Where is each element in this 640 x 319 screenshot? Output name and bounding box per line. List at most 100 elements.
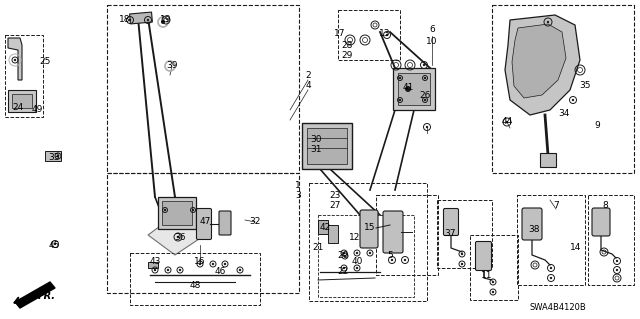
Text: 49: 49 <box>31 105 43 114</box>
Bar <box>517 195 585 285</box>
Circle shape <box>404 259 406 261</box>
Bar <box>107 5 299 173</box>
Circle shape <box>177 236 179 238</box>
Text: 27: 27 <box>330 201 340 210</box>
Text: 29: 29 <box>341 51 353 61</box>
Text: 3: 3 <box>295 190 301 199</box>
Polygon shape <box>148 215 205 255</box>
Circle shape <box>57 155 60 157</box>
Circle shape <box>343 252 345 254</box>
Text: 8: 8 <box>602 201 608 210</box>
Bar <box>307 128 347 164</box>
Circle shape <box>572 99 574 101</box>
Polygon shape <box>8 38 22 80</box>
Bar <box>318 215 414 297</box>
Circle shape <box>356 267 358 269</box>
Circle shape <box>424 99 426 101</box>
FancyBboxPatch shape <box>196 209 211 240</box>
Circle shape <box>461 263 463 265</box>
Circle shape <box>129 19 131 21</box>
Text: 38: 38 <box>528 226 540 234</box>
Bar <box>393 68 435 110</box>
FancyBboxPatch shape <box>592 208 610 236</box>
Text: 10: 10 <box>426 38 438 47</box>
Text: 45: 45 <box>48 241 60 250</box>
Text: 22: 22 <box>337 268 349 277</box>
Text: 9: 9 <box>594 121 600 130</box>
Bar <box>130 253 260 305</box>
Text: 16: 16 <box>195 257 205 266</box>
Text: 39: 39 <box>166 62 178 70</box>
Circle shape <box>179 269 181 271</box>
Bar <box>588 195 634 285</box>
Text: 25: 25 <box>39 57 51 66</box>
Text: 12: 12 <box>349 234 361 242</box>
Text: 19: 19 <box>160 16 172 25</box>
Circle shape <box>199 263 201 265</box>
Text: 1: 1 <box>295 181 301 189</box>
Bar <box>107 173 299 293</box>
Bar <box>309 183 427 301</box>
Circle shape <box>344 255 346 257</box>
FancyBboxPatch shape <box>522 208 542 240</box>
Circle shape <box>343 267 345 269</box>
FancyBboxPatch shape <box>383 211 403 253</box>
Text: 34: 34 <box>558 108 570 117</box>
Text: FR.: FR. <box>38 291 56 301</box>
Text: 41: 41 <box>403 84 413 93</box>
Text: 6: 6 <box>429 26 435 34</box>
Text: 26: 26 <box>419 92 431 100</box>
Circle shape <box>492 291 494 293</box>
Circle shape <box>399 99 401 101</box>
Polygon shape <box>505 15 580 115</box>
Bar <box>130 12 152 24</box>
Bar <box>12 94 32 108</box>
Text: 33: 33 <box>48 153 60 162</box>
Text: 15: 15 <box>364 224 376 233</box>
Circle shape <box>167 269 169 271</box>
Text: 21: 21 <box>312 243 324 253</box>
Circle shape <box>192 209 194 211</box>
FancyBboxPatch shape <box>219 211 231 235</box>
FancyBboxPatch shape <box>476 241 492 271</box>
Circle shape <box>423 64 425 66</box>
Circle shape <box>399 77 401 79</box>
Text: 2: 2 <box>305 70 311 79</box>
Circle shape <box>616 269 618 271</box>
FancyBboxPatch shape <box>444 209 458 235</box>
Circle shape <box>54 243 56 245</box>
Circle shape <box>616 260 618 262</box>
Circle shape <box>224 263 226 265</box>
Text: 13: 13 <box>380 28 391 38</box>
Bar <box>540 153 556 167</box>
Circle shape <box>239 269 241 271</box>
Text: 36: 36 <box>174 233 186 241</box>
Circle shape <box>161 20 165 24</box>
Text: 31: 31 <box>310 145 322 154</box>
Bar <box>8 90 36 112</box>
Bar <box>5 35 43 117</box>
Text: 11: 11 <box>481 271 493 279</box>
Text: 32: 32 <box>250 218 260 226</box>
Circle shape <box>386 34 388 36</box>
Circle shape <box>405 86 411 92</box>
Text: 23: 23 <box>330 190 340 199</box>
Circle shape <box>164 209 166 211</box>
Bar <box>162 201 192 225</box>
Text: 14: 14 <box>570 243 582 253</box>
Circle shape <box>212 263 214 265</box>
Bar <box>437 200 492 268</box>
Polygon shape <box>15 282 55 308</box>
Bar <box>45 151 61 161</box>
Text: 30: 30 <box>310 136 322 145</box>
Text: 48: 48 <box>189 280 201 290</box>
Text: 43: 43 <box>149 256 161 265</box>
Bar <box>376 195 438 275</box>
Circle shape <box>369 252 371 254</box>
Polygon shape <box>512 24 566 98</box>
Text: 18: 18 <box>119 16 131 25</box>
Circle shape <box>492 281 494 283</box>
Circle shape <box>550 267 552 269</box>
Text: 44: 44 <box>501 117 513 127</box>
Circle shape <box>424 77 426 79</box>
